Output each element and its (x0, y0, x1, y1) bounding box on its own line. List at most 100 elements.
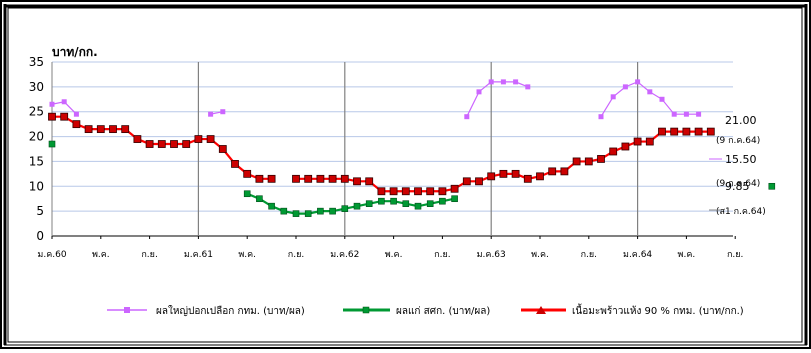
data-point (476, 89, 482, 95)
end-date-label: (9 ก.ค.64) (716, 136, 760, 146)
data-point (329, 207, 336, 215)
data-point (220, 109, 226, 115)
data-point (462, 177, 471, 186)
data-point (401, 187, 410, 196)
data-point (48, 112, 56, 121)
y-tick-label: 35 (29, 55, 44, 69)
data-point (48, 140, 56, 148)
data-point (610, 94, 616, 100)
legend-square-marker (362, 306, 370, 314)
x-tick-label: ม.ค.60 (37, 250, 66, 260)
data-point (671, 111, 677, 117)
data-point (647, 89, 653, 95)
series (48, 79, 776, 217)
data-point (133, 135, 142, 143)
data-point (670, 127, 679, 136)
data-point (439, 197, 446, 205)
data-point (304, 210, 312, 217)
axes: 0 5 10 15 20 25 30 35 ม.ค.60 พ.ค. ก.ย. ม.ค.61 พ.ค. ก.… (29, 55, 744, 260)
data-point (182, 140, 191, 148)
data-point (475, 177, 483, 186)
legend-label: ผลแก่ สศก. (บาท/ผล) (396, 306, 490, 317)
data-point (682, 127, 691, 136)
data-point (500, 79, 506, 85)
legend-label: ผลใหญ่ปอกเปลือก กทม. (บาท/ผล) (156, 305, 305, 317)
data-point (280, 207, 288, 215)
legend-triangle-marker (536, 306, 546, 314)
y-unit-label: บาท/กก. (52, 45, 98, 59)
data-point (340, 174, 349, 183)
data-point (84, 125, 93, 134)
data-point (768, 182, 776, 190)
data-point (170, 140, 178, 148)
data-point (584, 157, 593, 166)
data-point (696, 111, 702, 117)
end-value-label: 9.85 (725, 180, 750, 193)
data-point (513, 79, 519, 85)
x-tick-label: พ.ค. (531, 250, 549, 260)
data-point (658, 127, 666, 136)
end-date-label: (ส1 ก.ค.64) (716, 207, 766, 217)
data-point (292, 174, 300, 183)
data-point (536, 172, 544, 181)
data-point (464, 114, 470, 120)
data-point (365, 200, 373, 207)
data-point (377, 187, 386, 196)
data-point (426, 187, 435, 196)
y-tick-label: 0 (36, 229, 44, 243)
data-point (206, 135, 215, 143)
data-point (231, 160, 239, 168)
data-point (317, 207, 324, 215)
data-point (255, 174, 264, 183)
data-point (438, 187, 447, 196)
data-point (353, 202, 361, 210)
data-point (268, 202, 275, 210)
data-point (60, 112, 69, 121)
grid (52, 61, 733, 237)
data-point (426, 200, 434, 207)
data-point (304, 174, 313, 183)
data-point (694, 127, 703, 136)
data-point (488, 79, 494, 85)
end-value-label: 21.00 (725, 114, 757, 127)
data-point (145, 140, 154, 148)
data-point (548, 167, 557, 176)
data-point (499, 169, 508, 178)
x-tick-label: ม.ค.63 (477, 250, 506, 260)
data-point (572, 157, 581, 166)
x-tick-label: พ.ค. (238, 250, 256, 260)
data-point (378, 197, 385, 205)
x-tick-label: ก.ย. (727, 250, 743, 260)
legend-item: เนื้อมะพร้าวแห้ง 90 % กทม. (บาท/กก.) (521, 303, 744, 317)
data-point (243, 169, 252, 178)
y-tick-label: 25 (29, 105, 44, 119)
data-point (121, 125, 130, 134)
x-tick-label: ก.ย. (141, 250, 157, 260)
data-point (256, 195, 263, 203)
data-point (706, 127, 715, 136)
y-tick-label: 10 (29, 179, 44, 193)
data-point (645, 137, 654, 146)
y-tick-label: 20 (29, 130, 44, 144)
data-point (525, 84, 531, 90)
data-point (365, 177, 374, 186)
data-point (635, 79, 641, 85)
data-point (73, 111, 79, 117)
data-point (683, 111, 689, 117)
data-point (157, 140, 166, 148)
data-point (353, 177, 361, 186)
data-point (451, 195, 458, 203)
series-2 (48, 112, 715, 196)
series-0 (49, 79, 702, 120)
data-point (390, 197, 397, 205)
data-point (72, 120, 81, 129)
data-point (194, 135, 203, 143)
x-tick-label: ม.ค.61 (184, 250, 213, 260)
data-point (402, 200, 410, 207)
x-tick-label: ก.ย. (434, 250, 450, 260)
data-point (621, 142, 630, 151)
y-tick-label: 5 (36, 204, 44, 218)
x-tick-label: ม.ค.62 (330, 250, 359, 260)
